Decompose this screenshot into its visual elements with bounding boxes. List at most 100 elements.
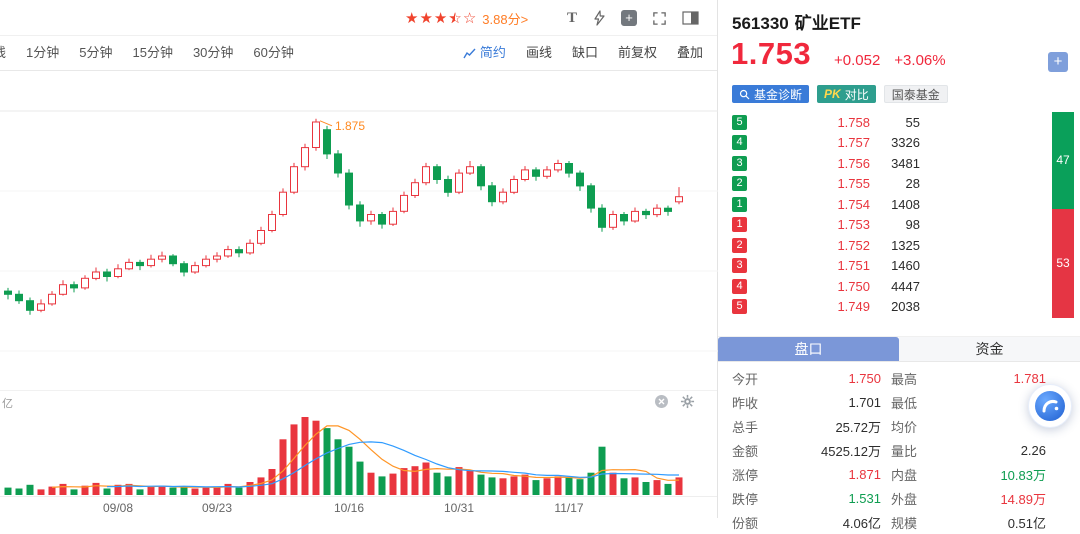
star-icon[interactable]: ★ (419, 9, 433, 27)
tab-pankou[interactable]: 盘口 (718, 337, 899, 361)
bid-row[interactable]: 4 1.750 4447 (732, 276, 920, 297)
chart-tools: 简约 画线 缺口 前复权 叠加 (463, 36, 703, 70)
star-icon[interactable]: ★ (405, 9, 419, 27)
last-price: 1.753 (731, 36, 812, 71)
detail-label: 量比 (891, 443, 918, 459)
order-book: 5 1.758 55 4 1.757 3326 3 1.756 3481 2 1.755 28 1 1.7… (732, 112, 920, 317)
detail-row: 总手 25.72万 均价 (732, 414, 1046, 438)
timeframe-tab-partial[interactable]: 线 (0, 36, 6, 70)
ask-level-badge: 1 (732, 196, 747, 212)
text-tool-icon[interactable]: T (566, 9, 577, 26)
chart-tool[interactable]: 画线 (525, 45, 552, 60)
detail-label: 金额 (732, 443, 759, 459)
detail-row: 今开 1.750 最高 1.781 (732, 366, 1046, 390)
detail-label: 涨停 (732, 467, 759, 483)
level-price: 1.752 (837, 237, 870, 253)
level-volume: 4447 (891, 278, 920, 294)
bid-row[interactable]: 5 1.749 2038 (732, 297, 920, 318)
issuer-button[interactable]: 国泰基金 (883, 85, 948, 103)
close-circle-icon[interactable] (654, 394, 669, 414)
add-to-watchlist-button[interactable]: + (1048, 52, 1068, 72)
bid-level-badge: 2 (732, 237, 747, 253)
pk-logo: PK (824, 87, 841, 101)
pk-compare-button[interactable]: PK 对比 (817, 85, 876, 103)
star-icon[interactable]: ★ (433, 9, 448, 27)
ask-row[interactable]: 5 1.758 55 (732, 112, 920, 133)
level-volume: 55 (905, 114, 920, 130)
gauge-red-segment: 53 (1052, 208, 1074, 318)
level-volume: 2038 (891, 299, 920, 315)
star-rating: ★★★☆★☆ (405, 9, 477, 27)
star-icon[interactable]: ☆ (462, 9, 477, 27)
timeframe-tab[interactable]: 15分钟 (132, 45, 173, 60)
tab-zijin[interactable]: 资金 (899, 337, 1080, 361)
simple-mode-toggle[interactable]: 简约 (463, 36, 506, 70)
timeframe-tab[interactable]: 1分钟 (26, 45, 60, 60)
detail-label: 今开 (732, 371, 759, 387)
detail-value: 10.83万 (1000, 467, 1046, 483)
chart-tool[interactable]: 前复权 (617, 45, 657, 60)
detail-label: 最高 (891, 371, 918, 387)
issuer-label: 国泰基金 (891, 87, 940, 102)
timeframe-tab[interactable]: 5分钟 (79, 45, 113, 60)
price-change: +0.052 +3.06% (834, 52, 946, 69)
detail-value: 2.26 (1020, 442, 1046, 458)
bid-level-badge: 5 (732, 299, 747, 315)
detail-row: 金额 4525.12万 量比 2.26 (732, 438, 1046, 462)
fund-rating[interactable]: ★★★☆★☆ 3.88分> (405, 9, 528, 28)
split-view-icon[interactable] (682, 11, 699, 25)
fund-diagnose-button[interactable]: 基金诊断 (732, 85, 810, 103)
bid-level-badge: 3 (732, 258, 747, 274)
change-percent: +3.06% (894, 52, 946, 69)
level-volume: 1408 (891, 196, 920, 212)
level-price: 1.754 (837, 196, 870, 212)
timeframe-tab[interactable]: 30分钟 (192, 45, 234, 60)
assistant-button[interactable] (1028, 384, 1072, 428)
panel-tabs: 盘口 资金 (718, 336, 1080, 362)
quote-details: 今开 1.750 最高 1.781 昨收 1.701 最低 总手 25.72万 均价 金额 4525.… (732, 366, 1046, 534)
level-price: 1.751 (837, 258, 870, 274)
ask-row[interactable]: 3 1.756 3481 (732, 153, 920, 174)
ask-row[interactable]: 1 1.754 1408 (732, 194, 920, 215)
detail-value: 1.871 (848, 466, 881, 482)
level-price: 1.757 (837, 135, 870, 151)
detail-value: 25.72万 (835, 419, 881, 435)
ask-level-badge: 4 (732, 135, 747, 151)
chart-tool[interactable]: 缺口 (571, 45, 598, 60)
rating-score-link[interactable]: 3.88分> (482, 12, 529, 27)
ask-row[interactable]: 2 1.755 28 (732, 174, 920, 195)
add-panel-icon[interactable]: + (621, 10, 637, 26)
detail-value: 1.781 (1013, 370, 1046, 386)
x-axis: 09/08 09/23 10/16 10/31 11/17 (0, 496, 717, 518)
bid-row[interactable]: 3 1.751 1460 (732, 256, 920, 277)
lightning-icon[interactable] (592, 10, 606, 26)
x-axis-label: 09/23 (201, 501, 233, 515)
detail-label: 份额 (732, 515, 759, 531)
ask-row[interactable]: 4 1.757 3326 (732, 133, 920, 154)
gear-icon[interactable] (680, 394, 695, 414)
detail-value: 1.531 (848, 490, 881, 506)
quote-panel: 561330 矿业ETF 1.753 +0.052 +3.06% + 基金诊断 P… (718, 0, 1080, 531)
timeframe-toolbar: 线 1分钟 5分钟 15分钟 30分钟 60分钟 简约 画线 缺口 前复权 叠加 (0, 36, 717, 71)
detail-value: 4.06亿 (842, 515, 881, 531)
level-volume: 1460 (891, 258, 920, 274)
detail-value: 1.750 (848, 370, 881, 386)
level-price: 1.755 (837, 176, 870, 192)
volume-chart[interactable] (0, 412, 718, 496)
detail-label: 规模 (891, 515, 918, 531)
assistant-logo-icon (1035, 391, 1065, 421)
bid-row[interactable]: 1 1.753 98 (732, 215, 920, 236)
detail-label: 总手 (732, 419, 759, 435)
detail-value: 4525.12万 (821, 443, 881, 459)
star-icon[interactable]: ☆★ (448, 9, 462, 27)
buy-sell-gauge: 47 53 (1052, 112, 1074, 318)
detail-label: 均价 (891, 419, 918, 435)
timeframe-tab[interactable]: 60分钟 (253, 45, 294, 60)
fullscreen-icon[interactable] (652, 11, 667, 26)
detail-label: 跌停 (732, 491, 759, 507)
bid-row[interactable]: 2 1.752 1325 (732, 235, 920, 256)
candlestick-chart[interactable]: 1.875 (0, 71, 718, 390)
chart-tool[interactable]: 叠加 (676, 45, 703, 60)
level-price: 1.756 (837, 155, 870, 171)
